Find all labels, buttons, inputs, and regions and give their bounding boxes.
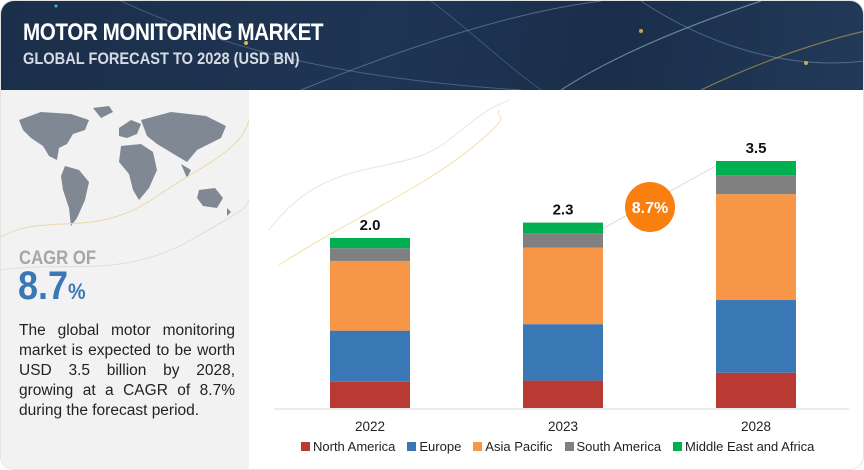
x-tick-label-2023: 2023 <box>548 419 578 434</box>
decorative-curve <box>278 109 502 266</box>
legend-item-north-america: North America <box>301 439 395 454</box>
bar-segment-asia-pacific-2023 <box>523 247 603 325</box>
bar-segment-asia-pacific-2022 <box>330 260 410 331</box>
x-tick-label-2028: 2028 <box>741 419 771 434</box>
bar-segment-middle-east-and-africa-2028 <box>716 161 796 176</box>
bar-segment-south-america-2022 <box>330 248 410 261</box>
cagr-bubble-label: 8.7% <box>632 200 668 217</box>
page-subtitle: GLOBAL FORECAST TO 2028 (USD BN) <box>23 49 300 68</box>
legend-label: North America <box>313 439 396 454</box>
stacked-bar-chart: 2.0 2022 2.3 2023 3.5 2028 8.7% <box>268 99 849 434</box>
legend-swatch <box>564 442 574 451</box>
cagr-bubble <box>625 182 675 232</box>
bar-segment-europe-2023 <box>523 324 603 381</box>
legend-label: Europe <box>419 439 462 454</box>
cagr-label: CAGR OF <box>19 248 97 269</box>
header-light-streaks <box>54 1 863 90</box>
total-label-2022: 2.0 <box>360 217 381 234</box>
bar-segment-south-america-2028 <box>716 175 796 195</box>
legend-label: Middle East and Africa <box>685 439 815 454</box>
legend-label: South America <box>576 439 662 454</box>
legend-item-europe: Europe <box>407 439 461 454</box>
legend-swatch <box>407 442 417 451</box>
bar-segment-north-america-2028 <box>716 372 796 408</box>
bar-segment-middle-east-and-africa-2023 <box>523 222 603 234</box>
summary-panel <box>1 90 249 469</box>
legend-swatch <box>301 442 310 451</box>
cagr-unit: % <box>68 279 86 304</box>
x-tick-label-2022: 2022 <box>355 419 385 434</box>
cagr-value: 8.7% <box>18 264 86 309</box>
legend-label: Asia Pacific <box>485 439 553 454</box>
bar-segment-europe-2028 <box>716 300 796 373</box>
summary-description: The global motor monitoring market is ex… <box>19 322 235 419</box>
legend-item-south-america: South America <box>564 439 662 454</box>
total-label-2028: 3.5 <box>746 140 767 157</box>
bar-segment-middle-east-and-africa-2022 <box>330 238 410 249</box>
header-banner: MOTOR MONITORING MARKET GLOBAL FORECAST … <box>1 1 863 90</box>
chart-legend: North America Europe Asia Pacific South Ame… <box>301 439 814 454</box>
total-label-2023: 2.3 <box>553 202 574 219</box>
decorative-curve <box>268 99 510 231</box>
legend-swatch <box>473 442 483 451</box>
world-map-icon <box>1 106 249 271</box>
cagr-number: 8.7 <box>18 264 69 308</box>
bar-segment-north-america-2023 <box>523 380 603 408</box>
legend-swatch <box>673 442 683 451</box>
bar-segment-europe-2022 <box>330 330 410 382</box>
bar-segment-asia-pacific-2028 <box>716 194 796 301</box>
legend-item-middle-east-and-africa: Middle East and Africa <box>673 439 814 454</box>
bar-segment-south-america-2023 <box>523 233 603 248</box>
page-title: MOTOR MONITORING MARKET <box>23 19 324 46</box>
bar-segment-north-america-2022 <box>330 381 410 408</box>
legend-item-asia-pacific: Asia Pacific <box>473 439 553 454</box>
